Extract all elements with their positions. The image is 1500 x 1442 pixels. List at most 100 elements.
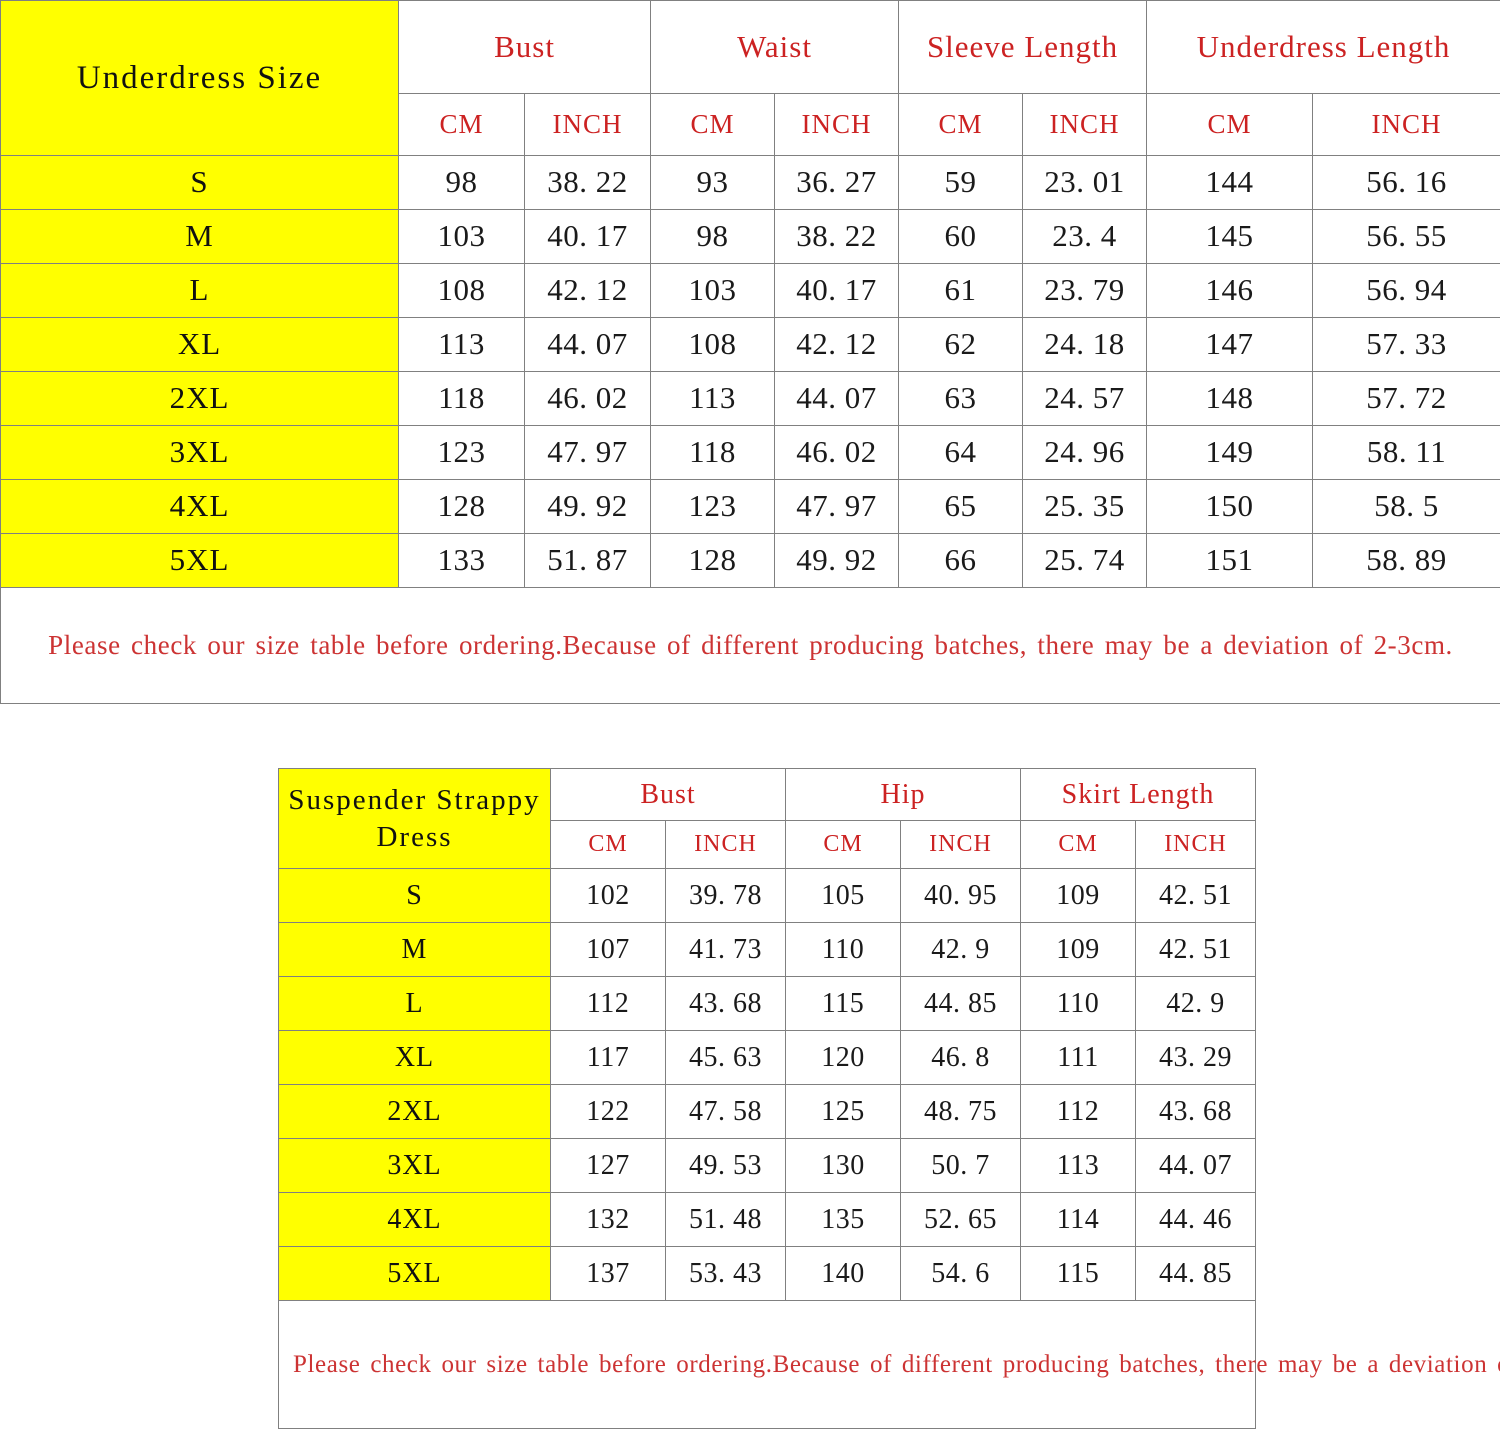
table1-unit-waist-inch: INCH xyxy=(774,93,900,156)
cell-value: 128 xyxy=(398,479,525,534)
cell-value: 151 xyxy=(1146,533,1314,588)
cell-value: 23. 79 xyxy=(1022,263,1148,318)
cell-value: 58. 89 xyxy=(1312,533,1500,588)
cell-value: 109 xyxy=(1020,922,1137,977)
cell-value: 145 xyxy=(1146,209,1314,264)
cell-value: 118 xyxy=(650,425,776,480)
cell-value: 51. 48 xyxy=(664,1192,787,1247)
cell-value: 44. 85 xyxy=(1135,1246,1257,1301)
table1-unit-length-inch: INCH xyxy=(1312,93,1500,156)
cell-value: 118 xyxy=(398,371,525,426)
cell-value: 47. 97 xyxy=(523,425,652,480)
cell-value: 24. 96 xyxy=(1022,425,1148,480)
table1-group-bust: Bust xyxy=(397,0,652,94)
cell-value: 115 xyxy=(785,976,902,1031)
cell-value: 125 xyxy=(785,1084,902,1139)
table-row: L 108 42. 12 103 40. 17 61 23. 79 146 56… xyxy=(0,263,1500,318)
table2-unit-skirt-cm: CM xyxy=(1020,820,1137,869)
table1-unit-sleeve-inch: INCH xyxy=(1022,93,1148,156)
cell-value: 49. 92 xyxy=(523,479,652,534)
table-row: S 102 39. 78 105 40. 95 109 42. 51 xyxy=(278,868,1257,923)
cell-value: 111 xyxy=(1020,1030,1137,1085)
table-row: XL 117 45. 63 120 46. 8 111 43. 29 xyxy=(278,1030,1257,1085)
table1-unit-sleeve-cm: CM xyxy=(898,93,1024,156)
cell-value: 128 xyxy=(650,533,776,588)
size-label: 4XL xyxy=(278,1192,551,1247)
table-row: 3XL 127 49. 53 130 50. 7 113 44. 07 xyxy=(278,1138,1257,1193)
table-row: 4XL 128 49. 92 123 47. 97 65 25. 35 150 … xyxy=(0,479,1500,534)
cell-value: 148 xyxy=(1146,371,1314,426)
cell-value: 112 xyxy=(550,976,666,1031)
table-row: S 98 38. 22 93 36. 27 59 23. 01 144 56. … xyxy=(0,155,1500,210)
table-row: L 112 43. 68 115 44. 85 110 42. 9 xyxy=(278,976,1257,1031)
cell-value: 42. 12 xyxy=(774,317,900,372)
cell-value: 110 xyxy=(1020,976,1137,1031)
cell-value: 130 xyxy=(785,1138,902,1193)
cell-value: 57. 72 xyxy=(1312,371,1500,426)
table-row: 2XL 118 46. 02 113 44. 07 63 24. 57 148 … xyxy=(0,371,1500,426)
cell-value: 144 xyxy=(1146,155,1314,210)
cell-value: 146 xyxy=(1146,263,1314,318)
cell-value: 133 xyxy=(398,533,525,588)
cell-value: 113 xyxy=(398,317,525,372)
cell-value: 38. 22 xyxy=(523,155,652,210)
cell-value: 122 xyxy=(550,1084,666,1139)
cell-value: 103 xyxy=(398,209,525,264)
cell-value: 36. 27 xyxy=(774,155,900,210)
cell-value: 56. 55 xyxy=(1312,209,1500,264)
table-row: M 103 40. 17 98 38. 22 60 23. 4 145 56. … xyxy=(0,209,1500,264)
table1-group-waist: Waist xyxy=(650,0,900,94)
cell-value: 65 xyxy=(898,479,1024,534)
suspender-strappy-dress-chart: Suspender Strappy Dress Bust Hip Skirt L… xyxy=(277,768,1500,1429)
size-label: 2XL xyxy=(0,371,399,426)
table2-group-bust: Bust xyxy=(549,768,787,821)
size-label: XL xyxy=(278,1030,551,1085)
table1-note-row: Please check our size table before order… xyxy=(0,587,1500,704)
cell-value: 52. 65 xyxy=(900,1192,1022,1247)
table2-unit-hip-cm: CM xyxy=(785,820,902,869)
cell-value: 38. 22 xyxy=(774,209,900,264)
cell-value: 60 xyxy=(898,209,1024,264)
cell-value: 56. 94 xyxy=(1312,263,1500,318)
table2-unit-header-row: CM INCH CM INCH CM INCH xyxy=(279,820,1257,869)
cell-value: 45. 63 xyxy=(664,1030,787,1085)
cell-value: 44. 07 xyxy=(523,317,652,372)
table2-group-hip: Hip xyxy=(785,768,1022,821)
table2-unit-bust-cm: CM xyxy=(550,820,666,869)
cell-value: 132 xyxy=(550,1192,666,1247)
cell-value: 103 xyxy=(650,263,776,318)
cell-value: 137 xyxy=(550,1246,666,1301)
table-row: 5XL 137 53. 43 140 54. 6 115 44. 85 xyxy=(278,1246,1257,1301)
cell-value: 59 xyxy=(898,155,1024,210)
cell-value: 42. 12 xyxy=(523,263,652,318)
cell-value: 112 xyxy=(1020,1084,1137,1139)
table1-note: Please check our size table before order… xyxy=(0,587,1500,704)
table1-group-sleeve-length: Sleeve Length xyxy=(898,0,1148,94)
cell-value: 123 xyxy=(650,479,776,534)
size-label: 4XL xyxy=(0,479,399,534)
cell-value: 48. 75 xyxy=(900,1084,1022,1139)
cell-value: 123 xyxy=(398,425,525,480)
cell-value: 113 xyxy=(650,371,776,426)
cell-value: 49. 53 xyxy=(664,1138,787,1193)
cell-value: 42. 51 xyxy=(1135,868,1257,923)
suspender-strappy-dress-table: Suspender Strappy Dress Bust Hip Skirt L… xyxy=(277,768,1500,1429)
table2-group-header-row: Suspender Strappy Dress Bust Hip Skirt L… xyxy=(278,768,1257,869)
cell-value: 149 xyxy=(1146,425,1314,480)
cell-value: 24. 57 xyxy=(1022,371,1148,426)
cell-value: 109 xyxy=(1020,868,1137,923)
cell-value: 46. 8 xyxy=(900,1030,1022,1085)
cell-value: 47. 58 xyxy=(664,1084,787,1139)
table2-note: Please check our size table before order… xyxy=(277,1300,1500,1429)
cell-value: 46. 02 xyxy=(774,425,900,480)
cell-value: 108 xyxy=(650,317,776,372)
cell-value: 113 xyxy=(1020,1138,1137,1193)
cell-value: 39. 78 xyxy=(664,868,787,923)
size-label: L xyxy=(0,263,399,318)
cell-value: 44. 85 xyxy=(900,976,1022,1031)
cell-value: 107 xyxy=(550,922,666,977)
size-label: L xyxy=(278,976,551,1031)
cell-value: 115 xyxy=(1020,1246,1137,1301)
cell-value: 98 xyxy=(398,155,525,210)
cell-value: 40. 95 xyxy=(900,868,1022,923)
